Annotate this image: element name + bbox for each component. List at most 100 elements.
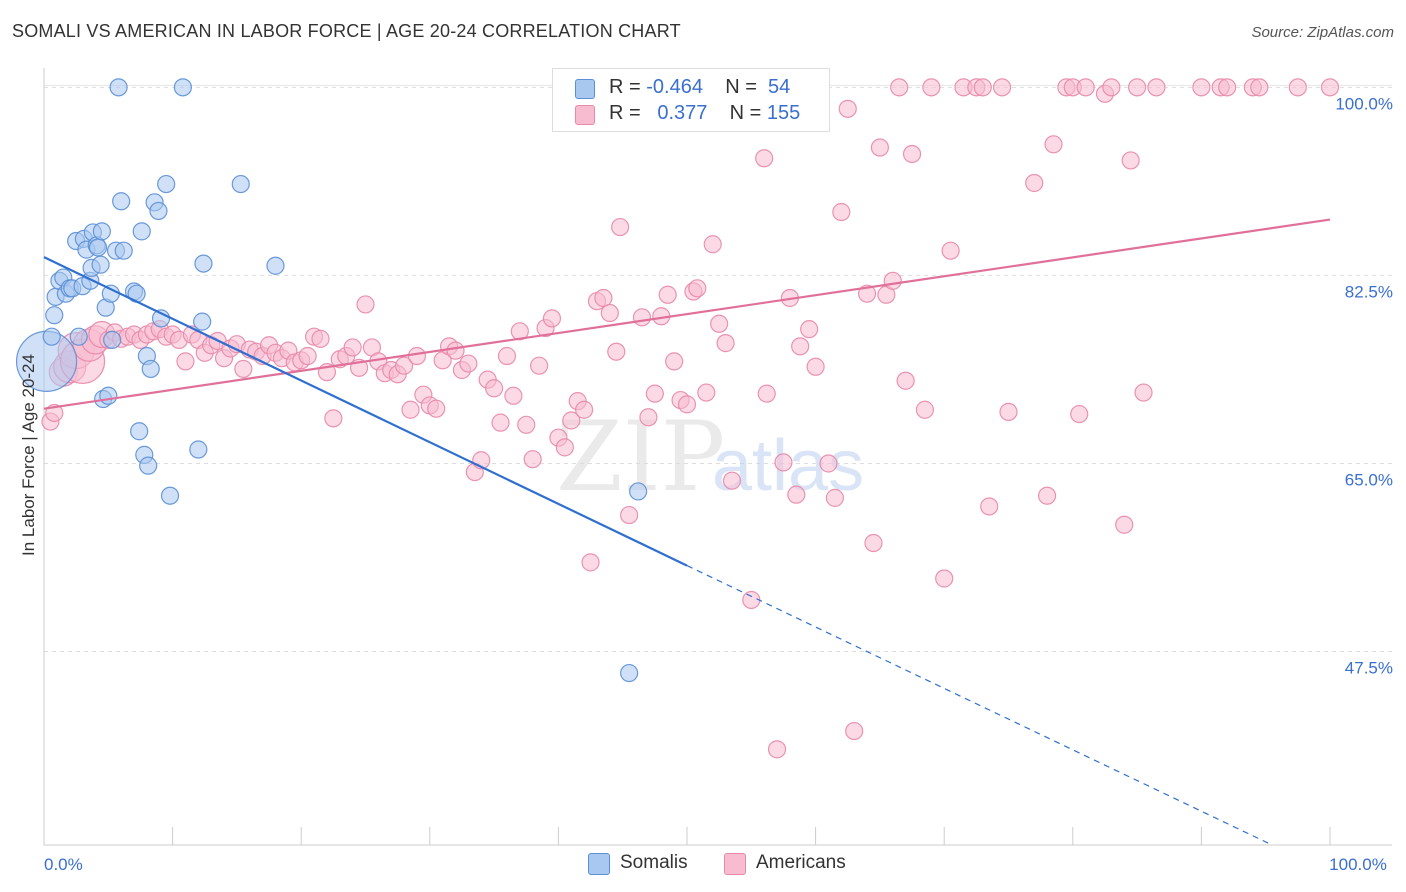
- american-point-78: [542, 309, 562, 328]
- somali-point-37: [141, 359, 160, 379]
- american-point-122: [857, 284, 877, 303]
- american-point-133: [941, 241, 960, 260]
- somali-point-2: [45, 306, 64, 325]
- somali-trend-line: [43, 256, 688, 567]
- american-point-88: [607, 342, 626, 361]
- somali-point-23: [99, 386, 118, 405]
- american-point-152: [1134, 383, 1153, 402]
- american-point-55: [394, 356, 414, 375]
- somali-points: [15, 78, 648, 683]
- american-point-84: [581, 553, 600, 572]
- somali-point-49: [629, 482, 648, 501]
- legend-american-n-label: N =: [729, 102, 762, 124]
- american-point-110: [767, 740, 787, 759]
- tick-labels: 100.0% 82.5% 65.0% 47.5% 0.0% 100.0%: [44, 94, 1393, 874]
- american-point-83: [575, 400, 594, 419]
- somali-trend-extension: [686, 565, 1273, 846]
- american-point-90: [620, 505, 639, 525]
- american-point-95: [658, 285, 677, 304]
- somali-point-42: [160, 486, 180, 505]
- somali-point-28: [114, 241, 133, 260]
- american-point-87: [600, 303, 619, 323]
- american-point-128: [896, 371, 915, 390]
- american-point-44: [324, 409, 343, 428]
- american-points: [41, 78, 1340, 759]
- legend-american-r-value: 0.377: [657, 102, 708, 124]
- american-point-75: [523, 450, 542, 469]
- american-point-136: [973, 78, 992, 97]
- american-point-65: [459, 354, 478, 373]
- american-point-140: [1025, 173, 1044, 193]
- somali-point-39: [149, 201, 168, 221]
- american-point-120: [838, 99, 857, 118]
- somali-point-10: [69, 327, 88, 346]
- american-point-89: [611, 217, 630, 237]
- american-point-72: [504, 386, 523, 405]
- american-point-91: [632, 308, 652, 327]
- x-tick-label-1: 100.0%: [1329, 855, 1387, 874]
- somali-point-43: [173, 78, 192, 97]
- somali-point-41: [157, 174, 176, 194]
- american-point-74: [517, 415, 536, 434]
- american-point-124: [870, 138, 890, 157]
- x-tick-label-0: 0.0%: [44, 855, 83, 874]
- american-point-117: [819, 454, 838, 473]
- american-point-160: [1320, 78, 1340, 97]
- y-tick-label-2: 65.0%: [1345, 470, 1393, 489]
- american-point-123: [864, 533, 883, 553]
- american-point-101: [697, 383, 716, 402]
- american-point-49: [356, 295, 375, 314]
- somali-point-29: [112, 192, 131, 211]
- american-point-56: [401, 400, 420, 419]
- y-tick-label-1: 82.5%: [1345, 282, 1393, 301]
- somali-point-44: [189, 440, 208, 459]
- somali-point-1: [42, 327, 61, 346]
- bottom-legend-label-somali: Somalis: [620, 852, 688, 873]
- watermark: ZIP atlas: [556, 401, 864, 513]
- american-point-129: [902, 144, 922, 164]
- legend-somali-n-value: 54: [768, 76, 791, 98]
- american-point-47: [343, 338, 362, 357]
- american-point-111: [774, 453, 793, 472]
- american-point-146: [1076, 78, 1095, 97]
- y-tick-label-0: 100.0%: [1335, 94, 1393, 113]
- american-point-40: [298, 346, 317, 366]
- american-point-118: [825, 488, 844, 507]
- american-point-148: [1102, 78, 1121, 97]
- bottom-legend-swatch-american: [724, 853, 746, 875]
- bottom-legend-swatch-somali: [588, 853, 610, 875]
- american-point-71: [497, 346, 517, 366]
- somali-point-47: [231, 174, 250, 194]
- american-point-92: [639, 408, 658, 427]
- somali-point-19: [91, 255, 110, 274]
- somali-point-48: [266, 256, 285, 275]
- american-point-145: [1070, 404, 1089, 424]
- somali-point-50: [620, 663, 639, 683]
- american-point-108: [755, 149, 774, 168]
- legend-swatch-somali: [575, 79, 595, 99]
- american-point-57: [407, 346, 427, 366]
- bottom-legend-label-american: Americans: [756, 852, 846, 873]
- correlation-legend: R = -0.464 N = 54 R = 0.377 N = 155: [552, 68, 830, 132]
- american-point-104: [716, 334, 735, 353]
- american-point-116: [806, 357, 825, 376]
- legend-american-n-value: 155: [766, 102, 801, 124]
- american-point-121: [845, 721, 864, 741]
- american-point-109: [757, 384, 776, 403]
- american-point-21: [176, 352, 195, 371]
- american-point-42: [311, 329, 330, 348]
- american-trend-line: [43, 218, 1331, 410]
- source-credit: Source: ZipAtlas.com: [1251, 24, 1394, 41]
- legend-somali-n-label: N =: [725, 76, 757, 98]
- american-point-80: [555, 438, 574, 457]
- american-point-130: [915, 400, 935, 419]
- american-point-141: [1037, 486, 1057, 505]
- american-point-98: [677, 395, 697, 414]
- somali-point-18: [88, 238, 108, 257]
- somali-point-20: [92, 222, 111, 241]
- legend-somali-r-value: -0.464: [646, 76, 703, 98]
- american-point-138: [992, 78, 1012, 97]
- somali-point-46: [194, 254, 213, 273]
- american-point-149: [1115, 515, 1134, 534]
